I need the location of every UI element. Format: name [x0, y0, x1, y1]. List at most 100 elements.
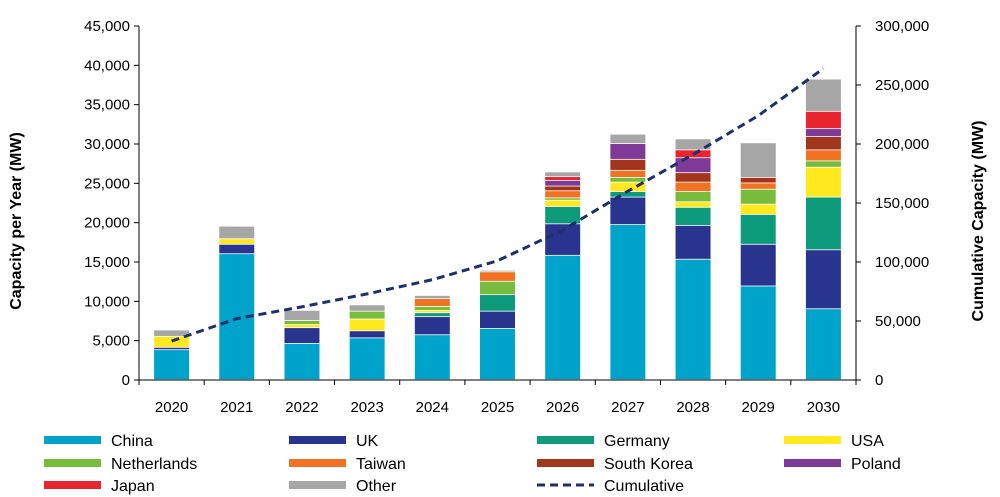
bar-other-2024	[414, 295, 450, 299]
legend-label-netherlands: Netherlands	[111, 456, 197, 473]
x-tick-label: 2027	[611, 399, 644, 416]
y2-tick-label: 50,000	[875, 313, 921, 330]
bar-other-2020	[154, 330, 190, 336]
bar-china-2020	[154, 350, 190, 380]
bar-netherlands-2029	[740, 189, 776, 204]
y-tick-label: 30,000	[84, 136, 130, 153]
bar-taiwan-2026	[545, 191, 581, 198]
bar-south-korea-2030	[805, 136, 841, 150]
x-tick-label: 2029	[742, 399, 775, 416]
bar-other-2029	[740, 143, 776, 178]
bar-netherlands-2026	[545, 198, 581, 200]
x-tick-label: 2020	[155, 399, 188, 416]
bar-usa-2029	[740, 204, 776, 214]
legend-label-cumulative: Cumulative	[604, 478, 684, 495]
bar-china-2024	[414, 335, 450, 380]
x-tick-label: 2022	[285, 399, 318, 416]
bar-germany-2028	[675, 207, 711, 226]
y-tick-label: 5,000	[92, 333, 130, 350]
y-tick-label: 35,000	[84, 97, 130, 114]
bar-usa-2024	[414, 310, 450, 313]
x-tick-label: 2028	[676, 399, 709, 416]
legend-label-poland: Poland	[851, 456, 901, 473]
bar-south-korea-2026	[545, 186, 581, 191]
bar-china-2029	[740, 286, 776, 380]
bar-other-2025	[480, 270, 515, 272]
legend-swatch-usa	[784, 436, 841, 444]
bar-usa-2030	[805, 167, 841, 197]
bar-germany-2030	[805, 197, 841, 250]
x-tick-label: 2023	[350, 399, 383, 416]
legend-label-usa: USA	[851, 433, 884, 450]
bar-taiwan-2028	[675, 182, 711, 192]
bar-netherlands-2028	[675, 191, 711, 202]
bar-usa-2028	[675, 202, 711, 207]
bar-germany-2027	[610, 191, 646, 197]
legend-label-other: Other	[356, 478, 397, 495]
y-tick-label: 45,000	[84, 18, 130, 35]
y-tick-label: 0	[122, 372, 130, 389]
bar-uk-2020	[154, 347, 190, 350]
x-tick-label: 2030	[807, 399, 840, 416]
legend-label-uk: UK	[356, 433, 379, 450]
legend-label-taiwan: Taiwan	[356, 456, 406, 473]
bar-netherlands-2024	[414, 306, 450, 310]
bar-germany-2025	[480, 295, 515, 311]
bar-uk-2022	[284, 328, 320, 344]
y-axis-title: Capacity per Year (MW)	[8, 132, 25, 310]
y2-tick-label: 0	[875, 372, 883, 389]
bar-china-2023	[349, 338, 385, 380]
legend-swatch-taiwan	[289, 459, 346, 467]
x-tick-label: 2024	[416, 399, 449, 416]
y2-tick-label: 150,000	[875, 195, 929, 212]
bar-uk-2023	[349, 331, 385, 338]
x-tick-label: 2021	[220, 399, 253, 416]
bar-south-korea-2029	[740, 177, 776, 183]
bar-uk-2030	[805, 250, 841, 309]
bar-usa-2023	[349, 319, 385, 331]
bar-japan-2030	[805, 111, 841, 129]
x-tick-label: 2025	[481, 399, 514, 416]
bar-germany-2029	[740, 214, 776, 244]
bar-taiwan-2025	[480, 272, 515, 281]
bar-uk-2027	[610, 197, 646, 225]
bar-usa-2020	[154, 336, 190, 347]
legend-swatch-china	[44, 436, 101, 444]
bar-south-korea-2027	[610, 159, 646, 170]
bar-poland-2026	[545, 180, 581, 186]
bar-south-korea-2028	[675, 173, 711, 182]
bar-poland-2027	[610, 144, 646, 159]
y-tick-label: 25,000	[84, 175, 130, 192]
y2-tick-label: 300,000	[875, 18, 929, 35]
axes-layer: 0 5,000 10,000 15,000 20,000 25,000 30,000 35,0…	[84, 18, 929, 416]
bar-other-2022	[284, 310, 320, 321]
bar-taiwan-2029	[740, 183, 776, 189]
bar-japan-2026	[545, 177, 581, 181]
legend-swatch-japan	[44, 481, 101, 489]
bar-other-2027	[610, 134, 646, 144]
bar-taiwan-2024	[414, 298, 450, 307]
legend-label-germany: Germany	[604, 433, 670, 450]
bar-china-2027	[610, 225, 646, 380]
y-tick-label: 15,000	[84, 254, 130, 271]
bar-netherlands-2025	[480, 281, 515, 295]
y-tick-label: 40,000	[84, 57, 130, 74]
bar-other-2030	[805, 79, 841, 111]
bar-china-2026	[545, 255, 581, 380]
legend: China UK Germany USA Netherlands Taiwan South …	[44, 433, 901, 495]
bar-poland-2030	[805, 129, 841, 137]
y2-axis-title: Cumulative Capacity (MW)	[970, 121, 987, 322]
bar-netherlands-2023	[349, 311, 385, 319]
legend-swatch-netherlands	[44, 459, 101, 467]
bar-taiwan-2030	[805, 150, 841, 161]
bar-uk-2029	[740, 244, 776, 286]
legend-swatch-other	[289, 481, 346, 489]
legend-swatch-south-korea	[537, 459, 594, 467]
bar-other-2023	[349, 305, 385, 311]
legend-label-japan: Japan	[111, 478, 155, 495]
bar-netherlands-2022	[284, 321, 320, 325]
bar-other-2028	[675, 139, 711, 150]
y2-tick-label: 250,000	[875, 77, 929, 94]
bars-layer	[154, 79, 841, 380]
